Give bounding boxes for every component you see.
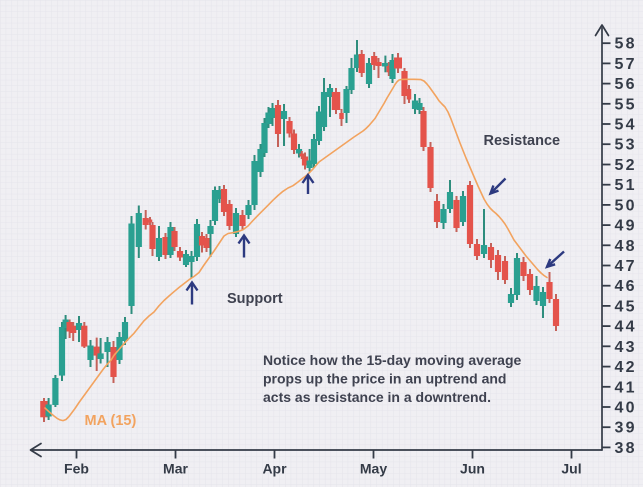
svg-text:Notice how the 15-day moving a: Notice how the 15-day moving average (263, 352, 522, 368)
svg-text:52: 52 (615, 157, 637, 174)
svg-text:Jul: Jul (561, 461, 581, 477)
svg-text:May: May (360, 461, 387, 477)
svg-text:39: 39 (615, 420, 637, 437)
svg-text:56: 56 (615, 76, 637, 93)
svg-text:acts as resistance in a downtr: acts as resistance in a downtrend. (263, 389, 491, 405)
svg-text:57: 57 (615, 56, 637, 73)
svg-text:Jun: Jun (460, 461, 485, 477)
svg-text:44: 44 (615, 319, 637, 336)
svg-text:Support: Support (227, 291, 283, 307)
svg-text:MA (15): MA (15) (85, 413, 137, 429)
svg-text:50: 50 (615, 197, 637, 214)
svg-text:Mar: Mar (163, 461, 188, 477)
svg-text:45: 45 (615, 298, 637, 315)
svg-text:38: 38 (615, 440, 637, 457)
svg-text:Feb: Feb (64, 461, 89, 477)
svg-text:53: 53 (615, 137, 637, 154)
svg-text:Apr: Apr (262, 461, 287, 477)
svg-text:Resistance: Resistance (484, 133, 561, 149)
svg-text:49: 49 (615, 218, 637, 235)
svg-text:42: 42 (615, 359, 637, 376)
svg-text:48: 48 (615, 238, 637, 255)
svg-text:props up the price in an uptre: props up the price in an uptrend and (263, 371, 506, 387)
svg-text:40: 40 (615, 400, 637, 417)
svg-text:58: 58 (615, 36, 637, 53)
svg-text:51: 51 (615, 177, 637, 194)
svg-text:46: 46 (615, 278, 637, 295)
svg-text:47: 47 (615, 258, 637, 275)
svg-text:54: 54 (615, 117, 637, 134)
svg-text:55: 55 (615, 96, 637, 113)
svg-text:43: 43 (615, 339, 637, 356)
svg-text:41: 41 (615, 379, 637, 396)
